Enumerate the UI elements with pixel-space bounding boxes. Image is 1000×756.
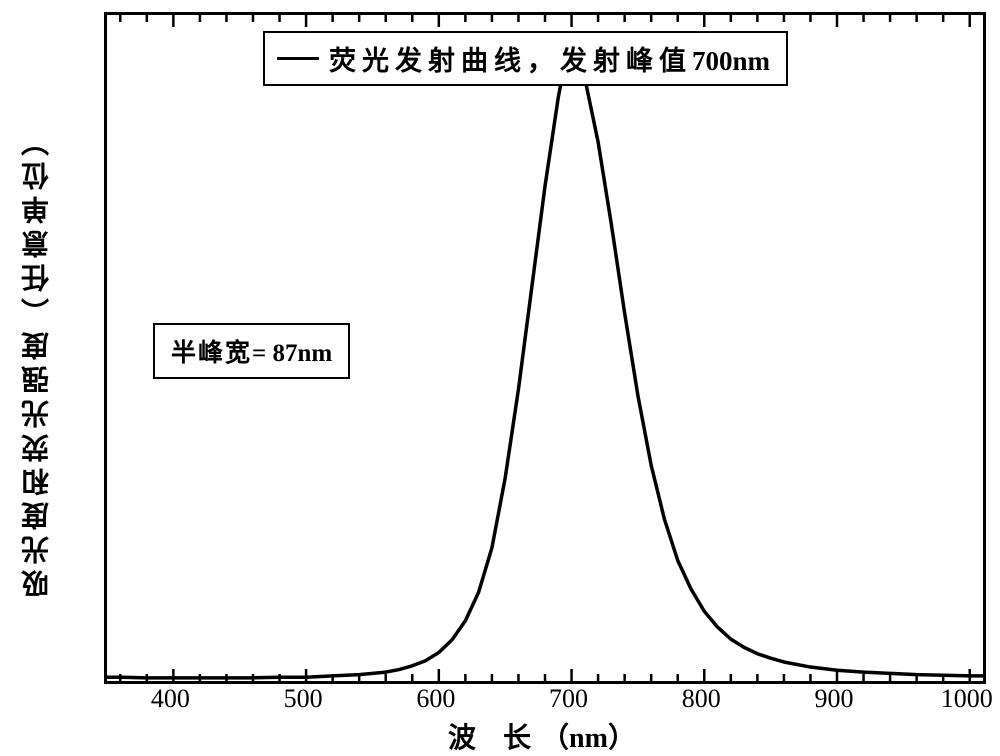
x-tick-label: 400	[151, 684, 190, 714]
x-tick-label: 1000	[941, 684, 993, 714]
x-axis-label: 波 长（nm）	[104, 716, 980, 756]
fwhm-annotation: 半峰宽= 87nm	[153, 323, 350, 379]
x-tick-label: 900	[815, 684, 854, 714]
y-axis-label: 吸光度和荧光强度（任意单位）	[18, 60, 58, 660]
legend-line-sample	[277, 57, 319, 60]
legend: 荧光发射曲线，发射峰值700nm	[263, 31, 788, 86]
x-tick-label: 600	[416, 684, 455, 714]
chart-container: 吸光度和荧光强度（任意单位） 荧光发射曲线，发射峰值700nm 半峰宽= 87n…	[0, 0, 1000, 754]
x-tick-label: 800	[682, 684, 721, 714]
legend-text: 荧光发射曲线，发射峰值700nm	[329, 39, 770, 78]
plot-area: 荧光发射曲线，发射峰值700nm 半峰宽= 87nm	[104, 12, 986, 684]
x-tick-label: 500	[284, 684, 323, 714]
x-tick-label: 700	[549, 684, 588, 714]
